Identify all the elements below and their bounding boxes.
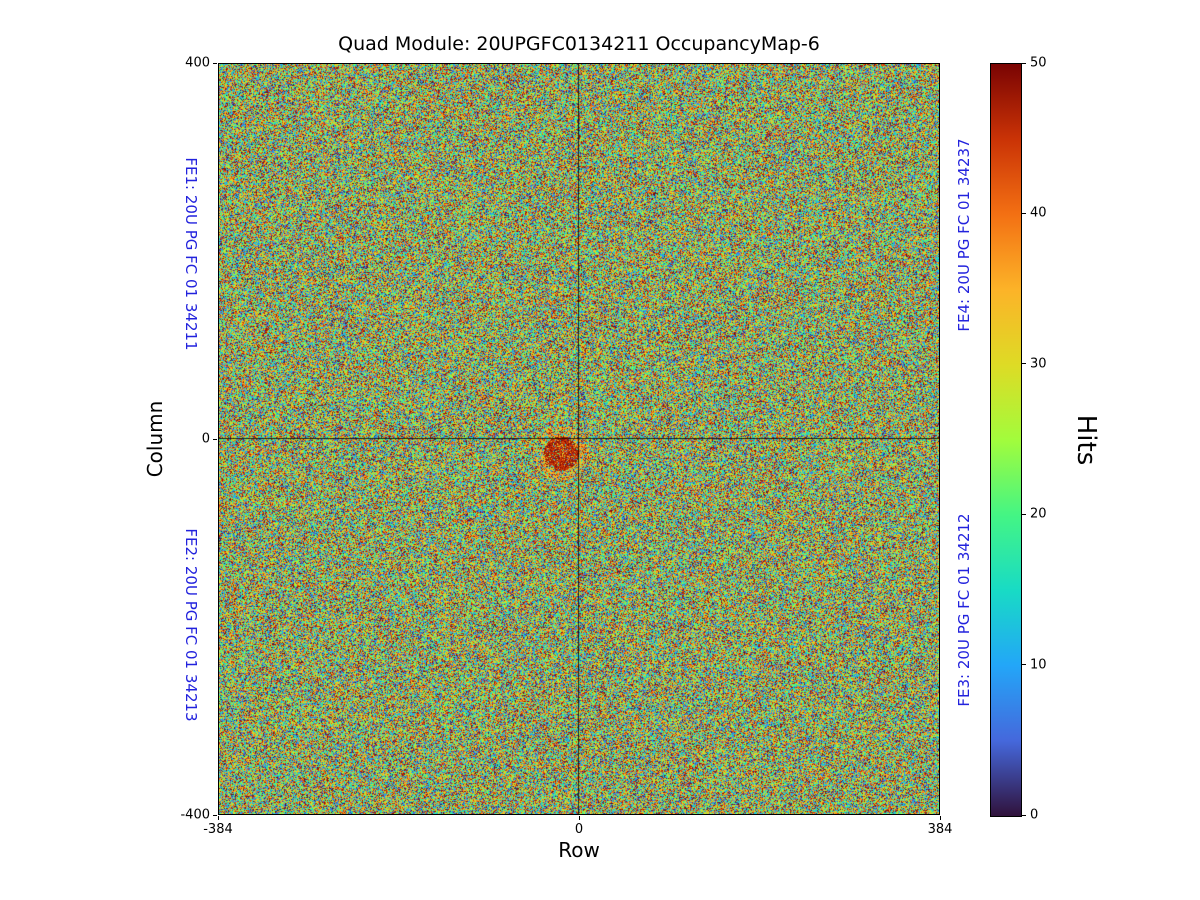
x-axis-label: Row: [558, 838, 600, 862]
y-tick-label: 0: [201, 431, 210, 447]
x-tick-label: 0: [574, 822, 584, 837]
colorbar-tick-label: 10: [1030, 657, 1047, 673]
colorbar: [990, 63, 1022, 817]
colorbar-tick-label: 20: [1030, 506, 1047, 522]
colorbar-tick-label: 50: [1030, 55, 1047, 71]
colorbar-tick-mark: [1022, 62, 1026, 64]
y-tick-label: -400: [180, 807, 210, 823]
x-tick-mark: [578, 816, 580, 820]
colorbar-tick-mark: [1022, 363, 1026, 365]
x-tick-label: -384: [203, 822, 233, 837]
colorbar-tick-mark: [1022, 814, 1026, 816]
colorbar-tick-label: 0: [1030, 807, 1039, 823]
heatmap-canvas: [218, 63, 940, 815]
fe3-chip-label: FE3: 20U PG FC 01 34212: [955, 513, 973, 707]
y-tick-mark: [213, 814, 217, 816]
y-axis-label: Column: [143, 400, 167, 478]
fe1-chip-label: FE1: 20U PG FC 01 34211: [182, 157, 200, 351]
x-tick-mark: [939, 816, 941, 820]
y-tick-label: 400: [185, 55, 210, 71]
colorbar-tick-label: 40: [1030, 205, 1047, 221]
colorbar-tick-label: 30: [1030, 356, 1047, 372]
colorbar-tick-mark: [1022, 513, 1026, 515]
x-tick-mark: [217, 816, 219, 820]
y-tick-mark: [213, 62, 217, 64]
fe4-chip-label: FE4: 20U PG FC 01 34237: [955, 138, 973, 332]
colorbar-tick-mark: [1022, 212, 1026, 214]
plot-area: [218, 63, 940, 815]
colorbar-label: Hits: [1071, 414, 1101, 466]
x-tick-label: 384: [927, 822, 953, 837]
plot-title: Quad Module: 20UPGFC0134211 OccupancyMap…: [338, 33, 820, 55]
y-tick-mark: [213, 438, 217, 440]
colorbar-tick-mark: [1022, 664, 1026, 666]
fe2-chip-label: FE2: 20U PG FC 01 34213: [182, 528, 200, 722]
